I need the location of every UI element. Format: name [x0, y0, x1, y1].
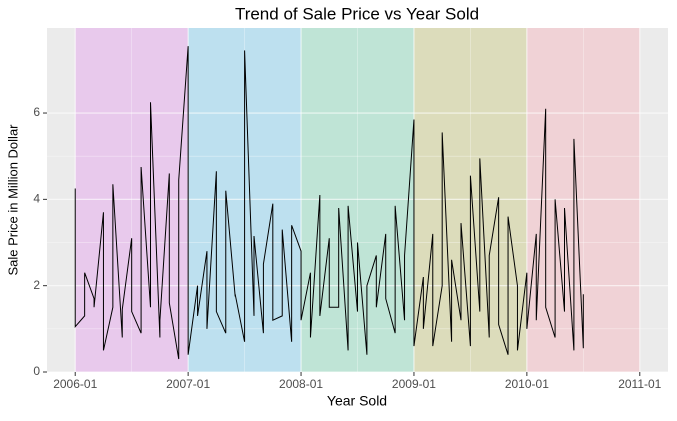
y-tick-label: 4	[33, 192, 40, 206]
y-tick-label: 6	[33, 105, 40, 119]
x-tick-label: 2011-01	[618, 377, 661, 391]
x-tick-label: 2007-01	[166, 377, 210, 391]
y-tick-label: 0	[33, 364, 40, 378]
y-tick-label: 2	[33, 278, 40, 292]
x-tick-label: 2010-01	[505, 377, 549, 391]
x-axis-label: Year Sold	[327, 393, 387, 409]
x-tick-label: 2008-01	[279, 377, 323, 391]
chart-title: Trend of Sale Price vs Year Sold	[235, 4, 479, 23]
x-tick-label: 2009-01	[392, 377, 436, 391]
y-axis-label: Sale Price in Million Dollar	[5, 124, 20, 276]
x-tick-label: 2006-01	[53, 377, 97, 391]
series-line	[74, 46, 584, 360]
